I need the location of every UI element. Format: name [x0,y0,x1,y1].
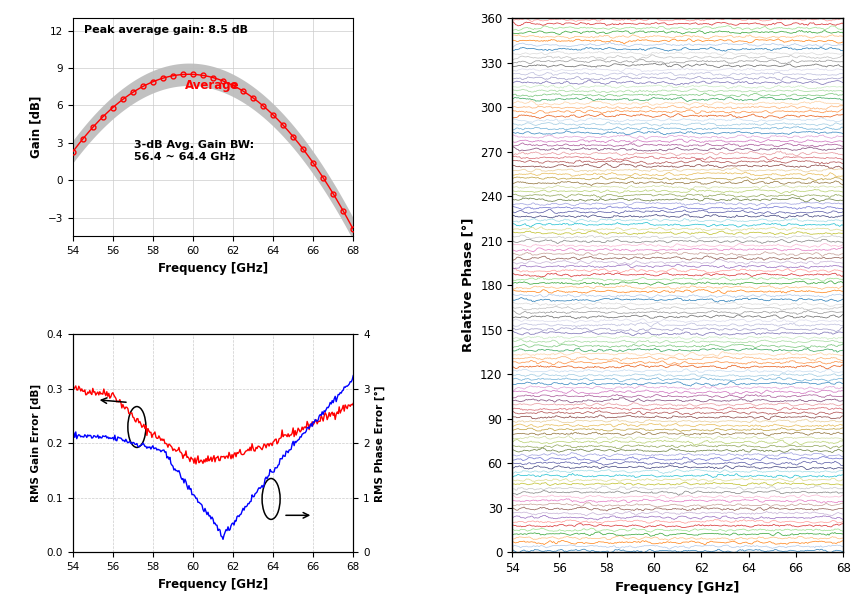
X-axis label: Frequency [GHz]: Frequency [GHz] [158,578,268,591]
Y-axis label: Gain [dB]: Gain [dB] [29,96,42,158]
Y-axis label: RMS Gain Error [dB]: RMS Gain Error [dB] [31,384,41,503]
X-axis label: Frequency [GHz]: Frequency [GHz] [615,581,740,594]
Text: Peak average gain: 8.5 dB: Peak average gain: 8.5 dB [84,25,248,35]
Text: Average: Average [185,80,240,92]
Text: 3-dB Avg. Gain BW:
56.4 ~ 64.4 GHz: 3-dB Avg. Gain BW: 56.4 ~ 64.4 GHz [134,140,254,162]
X-axis label: Frequency [GHz]: Frequency [GHz] [158,262,268,274]
Y-axis label: Relative Phase [°]: Relative Phase [°] [461,218,474,353]
Y-axis label: RMS Phase Error [°]: RMS Phase Error [°] [375,385,385,501]
